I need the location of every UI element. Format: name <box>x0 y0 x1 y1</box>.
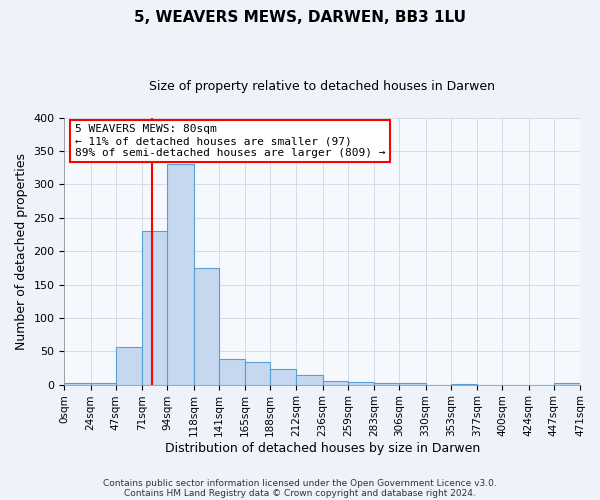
Bar <box>296 374 323 384</box>
Bar <box>348 382 374 384</box>
Bar <box>270 370 296 384</box>
Bar <box>167 164 194 384</box>
X-axis label: Distribution of detached houses by size in Darwen: Distribution of detached houses by size … <box>164 442 480 455</box>
Title: Size of property relative to detached houses in Darwen: Size of property relative to detached ho… <box>149 80 495 93</box>
Y-axis label: Number of detached properties: Number of detached properties <box>15 152 28 350</box>
Text: 5 WEAVERS MEWS: 80sqm
← 11% of detached houses are smaller (97)
89% of semi-deta: 5 WEAVERS MEWS: 80sqm ← 11% of detached … <box>75 124 385 158</box>
Bar <box>323 382 348 384</box>
Bar <box>194 268 219 384</box>
Bar <box>245 362 270 384</box>
Text: Contains public sector information licensed under the Open Government Licence v3: Contains public sector information licen… <box>103 478 497 488</box>
Bar <box>142 231 167 384</box>
Text: 5, WEAVERS MEWS, DARWEN, BB3 1LU: 5, WEAVERS MEWS, DARWEN, BB3 1LU <box>134 10 466 25</box>
Bar <box>219 358 245 384</box>
Bar <box>116 346 142 385</box>
Text: Contains HM Land Registry data © Crown copyright and database right 2024.: Contains HM Land Registry data © Crown c… <box>124 488 476 498</box>
